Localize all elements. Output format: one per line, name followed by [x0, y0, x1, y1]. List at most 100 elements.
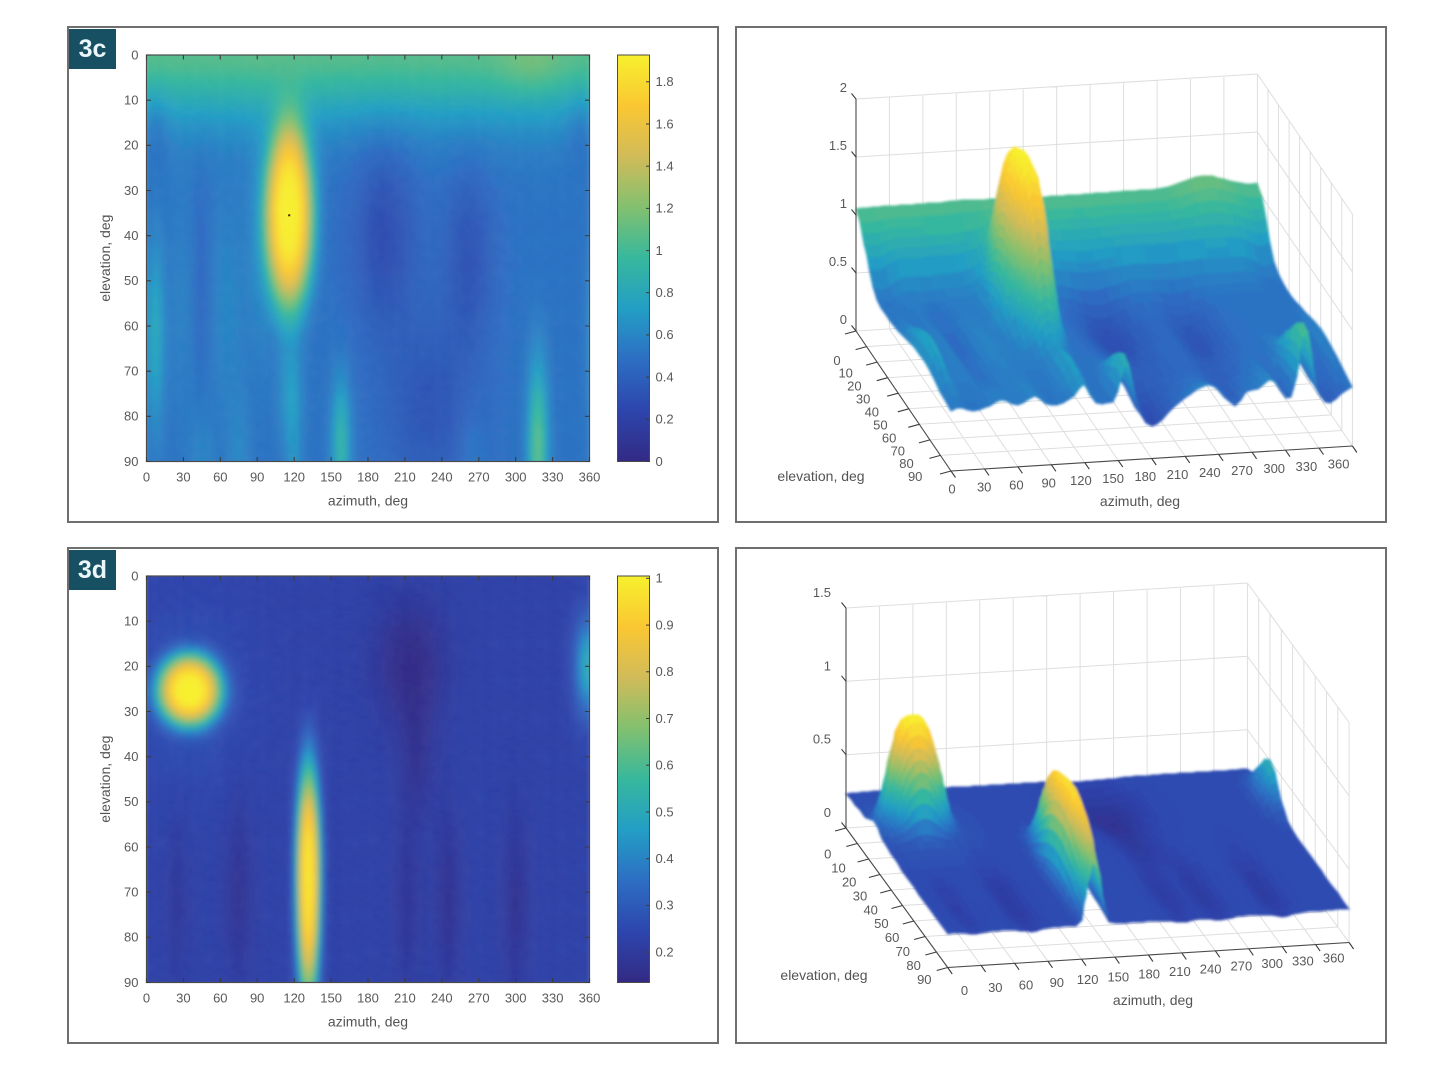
svg-text:0.4: 0.4	[656, 851, 674, 866]
svg-text:120: 120	[1077, 972, 1099, 987]
svg-text:0.9: 0.9	[656, 617, 674, 632]
svg-text:2: 2	[840, 80, 847, 95]
svg-text:30: 30	[124, 704, 138, 719]
svg-text:240: 240	[431, 991, 453, 1006]
svg-text:0: 0	[656, 454, 663, 469]
svg-text:240: 240	[431, 470, 453, 485]
svg-text:0: 0	[833, 353, 840, 368]
svg-text:90: 90	[250, 991, 264, 1006]
svg-text:360: 360	[1323, 951, 1345, 966]
svg-text:10: 10	[124, 93, 138, 108]
svg-text:300: 300	[1261, 956, 1283, 971]
svg-text:0: 0	[840, 312, 847, 327]
svg-text:330: 330	[1296, 459, 1318, 474]
svg-text:0.6: 0.6	[656, 327, 674, 342]
svg-text:330: 330	[542, 991, 564, 1006]
svg-text:90: 90	[908, 469, 922, 484]
svg-text:180: 180	[357, 470, 379, 485]
svg-text:300: 300	[1263, 461, 1285, 476]
svg-text:90: 90	[124, 454, 138, 469]
svg-text:240: 240	[1199, 465, 1221, 480]
svg-text:120: 120	[283, 991, 305, 1006]
svg-text:0.7: 0.7	[656, 711, 674, 726]
svg-text:0.6: 0.6	[656, 758, 674, 773]
svg-text:1: 1	[840, 196, 847, 211]
svg-text:0.5: 0.5	[656, 804, 674, 819]
svg-text:80: 80	[124, 409, 138, 424]
svg-text:1.4: 1.4	[656, 159, 674, 174]
svg-text:180: 180	[1138, 967, 1160, 982]
svg-text:120: 120	[1070, 473, 1092, 488]
svg-text:30: 30	[988, 980, 1002, 995]
svg-text:50: 50	[874, 916, 888, 931]
svg-text:1: 1	[824, 658, 831, 673]
svg-text:0: 0	[131, 568, 138, 583]
svg-text:40: 40	[863, 902, 877, 917]
svg-text:50: 50	[124, 794, 138, 809]
svg-text:0: 0	[948, 482, 955, 497]
svg-text:80: 80	[124, 930, 138, 945]
svg-text:0: 0	[131, 47, 138, 62]
svg-text:1: 1	[656, 571, 663, 586]
svg-text:1.6: 1.6	[656, 116, 674, 131]
svg-text:0.5: 0.5	[813, 732, 831, 747]
svg-text:360: 360	[579, 991, 601, 1006]
svg-text:180: 180	[1134, 469, 1156, 484]
svg-text:40: 40	[865, 405, 879, 420]
svg-text:90: 90	[1041, 475, 1055, 490]
svg-text:80: 80	[906, 958, 920, 973]
svg-text:1.8: 1.8	[656, 74, 674, 89]
svg-text:0: 0	[961, 983, 968, 998]
svg-text:240: 240	[1200, 961, 1222, 976]
svg-text:60: 60	[124, 318, 138, 333]
svg-text:300: 300	[505, 991, 527, 1006]
svg-text:azimuth, deg: azimuth, deg	[328, 493, 408, 509]
svg-text:180: 180	[357, 991, 379, 1006]
svg-text:30: 30	[176, 470, 190, 485]
svg-text:30: 30	[124, 183, 138, 198]
svg-text:90: 90	[917, 972, 931, 987]
svg-text:elevation, deg: elevation, deg	[97, 736, 113, 823]
svg-text:1: 1	[656, 243, 663, 258]
svg-text:azimuth, deg: azimuth, deg	[1100, 493, 1180, 509]
svg-text:10: 10	[838, 366, 852, 381]
svg-text:70: 70	[896, 944, 910, 959]
svg-text:0: 0	[143, 470, 150, 485]
svg-text:20: 20	[124, 138, 138, 153]
svg-text:0: 0	[824, 847, 831, 862]
svg-text:elevation, deg: elevation, deg	[777, 468, 864, 484]
svg-text:0.5: 0.5	[829, 254, 847, 269]
svg-text:60: 60	[1009, 477, 1023, 492]
svg-text:30: 30	[853, 888, 867, 903]
svg-text:210: 210	[394, 991, 416, 1006]
svg-text:50: 50	[873, 417, 887, 432]
svg-text:20: 20	[847, 379, 861, 394]
svg-text:0.2: 0.2	[656, 944, 674, 959]
svg-text:elevation, deg: elevation, deg	[780, 967, 867, 983]
svg-text:60: 60	[882, 430, 896, 445]
svg-text:0.8: 0.8	[656, 285, 674, 300]
svg-text:10: 10	[124, 614, 138, 629]
svg-text:210: 210	[1167, 467, 1189, 482]
svg-text:30: 30	[176, 991, 190, 1006]
svg-text:20: 20	[124, 659, 138, 674]
svg-text:270: 270	[468, 470, 490, 485]
svg-text:70: 70	[891, 443, 905, 458]
svg-text:30: 30	[977, 479, 991, 494]
svg-text:210: 210	[394, 470, 416, 485]
svg-text:1.5: 1.5	[813, 585, 831, 600]
svg-text:60: 60	[213, 470, 227, 485]
svg-text:elevation, deg: elevation, deg	[97, 215, 113, 302]
svg-text:330: 330	[542, 470, 564, 485]
svg-text:azimuth, deg: azimuth, deg	[1113, 992, 1193, 1008]
svg-text:1.2: 1.2	[656, 201, 674, 216]
svg-text:0.8: 0.8	[656, 664, 674, 679]
svg-text:0.3: 0.3	[656, 898, 674, 913]
svg-text:360: 360	[579, 470, 601, 485]
svg-text:0: 0	[143, 991, 150, 1006]
svg-text:60: 60	[885, 930, 899, 945]
svg-text:120: 120	[283, 470, 305, 485]
svg-text:70: 70	[124, 364, 138, 379]
svg-text:210: 210	[1169, 964, 1191, 979]
svg-text:80: 80	[899, 456, 913, 471]
